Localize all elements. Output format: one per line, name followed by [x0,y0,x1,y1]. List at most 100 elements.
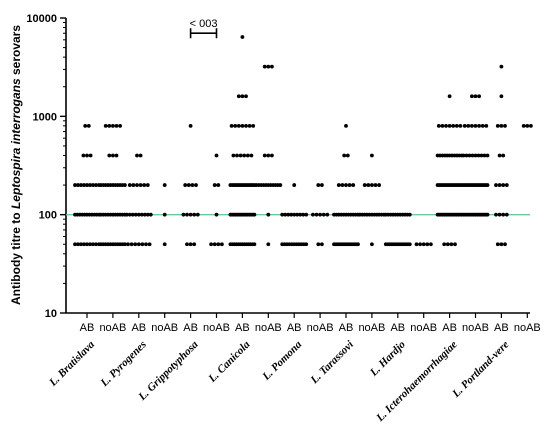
x-tick-label: noAB [99,322,126,334]
data-point [482,153,487,158]
data-point [85,242,89,247]
data-point [240,35,245,39]
data-point [504,212,509,217]
data-point [497,153,502,158]
data-point [79,183,83,187]
data-point [188,242,193,247]
data-point [336,183,341,187]
data-point [209,242,214,247]
data-point [501,183,506,187]
data-point [407,212,412,217]
data-point [366,183,371,187]
x-tick-label: AB [339,322,354,334]
data-point [238,153,243,158]
data-point [88,183,92,187]
data-point [321,212,326,217]
data-point [429,242,433,247]
data-point [479,153,484,158]
data-point [320,242,324,247]
data-point [183,183,188,187]
data-point [94,183,98,187]
data-point [188,123,193,128]
data-point [162,183,167,187]
x-tick-label: noAB [358,322,385,334]
data-point [240,94,245,99]
data-point [280,212,285,217]
data-point [162,212,167,217]
data-point [94,242,98,247]
data-point [88,153,93,158]
data-point [497,183,502,187]
data-point [212,183,217,187]
data-point [278,183,283,187]
data-point [304,242,309,247]
data-point [497,212,502,217]
data-point [85,183,89,187]
data-point [127,212,132,217]
data-point [247,123,252,128]
x-tick-label: AB [235,322,250,334]
data-point [252,212,257,217]
data-point [470,94,474,99]
x-tick-label: AB [390,322,405,334]
data-point [342,153,347,158]
group-label: L. Tarassovi [308,338,357,387]
y-tick-label: 10000 [26,13,57,25]
data-point [192,242,197,247]
data-point [91,183,95,187]
x-tick-label: noAB [462,322,489,334]
data-point [477,94,481,99]
data-point [185,212,189,217]
data-point [470,123,474,128]
data-point [362,183,367,187]
data-point [126,242,130,247]
x-tick-label: noAB [514,322,541,334]
data-point [436,123,441,128]
data-point [377,183,381,187]
data-point [286,212,291,217]
data-point [461,153,466,158]
data-point [192,212,197,217]
data-point [133,212,138,217]
data-point [370,183,374,187]
data-point [470,153,475,158]
data-point [521,123,526,128]
data-point [86,123,91,128]
data-point [320,183,324,187]
data-point [214,212,219,217]
data-point [451,123,456,128]
group-label: L. Canicola [206,338,253,385]
data-point [139,212,144,217]
data-point [462,123,467,128]
data-point [444,123,448,128]
data-point [458,123,463,128]
data-point [501,153,506,158]
data-point [235,153,239,158]
data-point [214,153,219,158]
data-point [245,153,250,158]
significance-annotation: < 003 [190,18,218,39]
data-point [270,64,274,69]
data-point [236,94,241,99]
data-point [266,153,271,158]
data-point [370,153,374,158]
group-label: L. Hardjo [367,338,408,379]
data-point [373,183,378,187]
data-point [525,123,530,128]
data-point [79,242,83,247]
x-tick-label: noAB [203,322,230,334]
data-point [142,212,147,217]
data-point [147,242,152,247]
data-point [262,64,267,69]
annotation-label: < 003 [190,18,218,30]
data-point [494,183,498,187]
data-point [107,123,112,128]
data-point [440,123,445,128]
data-point [454,123,459,128]
data-point [344,183,348,187]
data-point [316,183,321,187]
data-point [480,123,485,128]
data-point [82,183,86,187]
data-point [340,183,345,187]
y-tick-label: 1000 [33,111,57,123]
